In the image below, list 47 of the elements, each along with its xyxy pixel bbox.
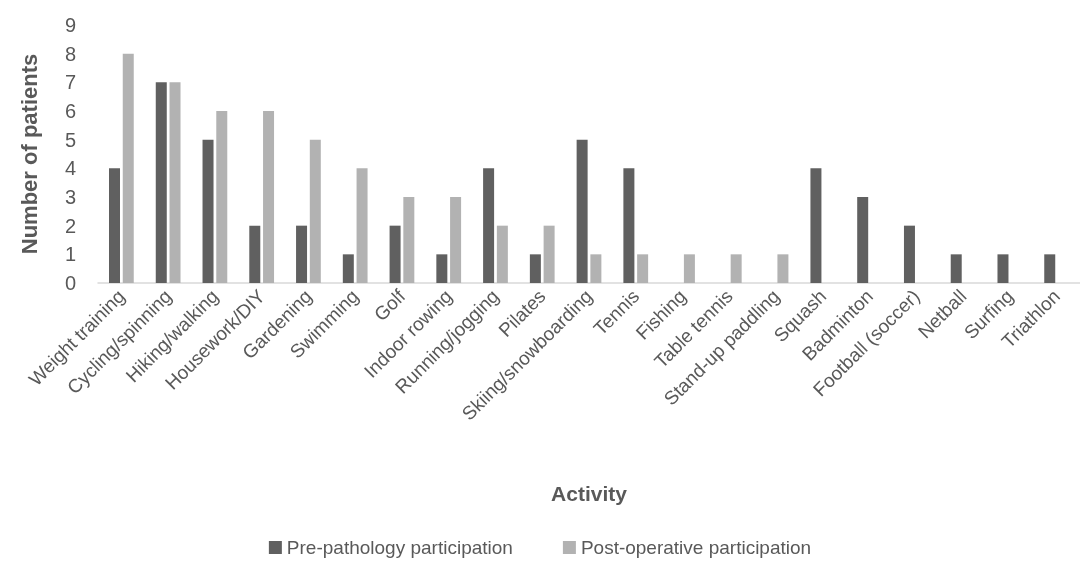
bar bbox=[683, 254, 695, 283]
y-tick-label: 3 bbox=[64, 186, 76, 208]
x-axis-title: Activity bbox=[551, 482, 628, 505]
bar bbox=[109, 168, 121, 283]
bar bbox=[356, 168, 368, 283]
bar bbox=[576, 139, 588, 283]
bar bbox=[529, 254, 541, 283]
bar bbox=[249, 225, 261, 283]
bar bbox=[436, 254, 448, 283]
bar bbox=[263, 111, 275, 283]
bar bbox=[450, 197, 462, 283]
y-tick-label: 7 bbox=[64, 71, 76, 94]
bar bbox=[155, 82, 167, 283]
bar bbox=[777, 254, 789, 283]
y-tick-label: 1 bbox=[64, 243, 76, 266]
bar bbox=[857, 197, 869, 283]
bar bbox=[342, 254, 354, 283]
bar bbox=[730, 254, 742, 283]
bar bbox=[389, 225, 401, 283]
bar bbox=[590, 254, 602, 283]
bar bbox=[637, 254, 649, 283]
bar bbox=[950, 254, 962, 283]
legend-label: Post-operative participation bbox=[580, 537, 812, 558]
bar bbox=[997, 254, 1009, 283]
bar bbox=[810, 168, 822, 283]
legend-label: Pre-pathology participation bbox=[286, 537, 513, 558]
bar bbox=[1044, 254, 1056, 283]
bar bbox=[216, 111, 228, 283]
y-tick-label: 9 bbox=[64, 14, 76, 36]
bar bbox=[483, 168, 495, 283]
y-tick-label: 8 bbox=[64, 42, 76, 65]
y-tick-label: 0 bbox=[64, 272, 76, 294]
bar bbox=[903, 225, 915, 283]
bar bbox=[496, 225, 508, 283]
bar bbox=[543, 225, 555, 283]
bar bbox=[403, 197, 415, 283]
bar bbox=[309, 139, 321, 283]
y-axis-title: Number of patients bbox=[16, 53, 42, 255]
bar bbox=[169, 82, 181, 283]
bar bbox=[623, 168, 635, 283]
y-tick-label: 5 bbox=[64, 128, 76, 151]
y-tick-label: 4 bbox=[64, 157, 76, 180]
bar bbox=[202, 139, 214, 283]
bar bbox=[122, 53, 134, 283]
y-tick-label: 6 bbox=[64, 100, 76, 122]
bar bbox=[296, 225, 308, 283]
y-tick-label: 2 bbox=[64, 214, 76, 237]
